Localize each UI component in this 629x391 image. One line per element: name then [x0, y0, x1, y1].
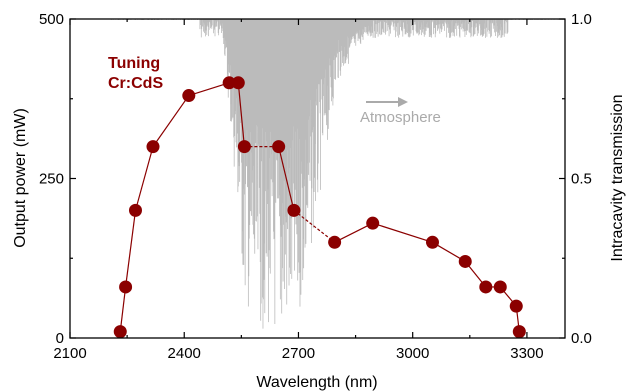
y-tick-label: 500: [39, 11, 64, 28]
x-tick-label: 3300: [510, 345, 543, 362]
data-point: [509, 299, 523, 313]
data-point: [479, 280, 493, 294]
series-segment: [372, 222, 433, 243]
x-tick-label: 2700: [282, 345, 315, 362]
data-point: [287, 203, 301, 217]
series-segment: [152, 95, 190, 147]
annotation-crcds: Cr:CdS: [108, 75, 163, 92]
y2-axis-title: Intracavity transmission: [609, 94, 626, 261]
atmosphere-arrow: [366, 97, 408, 107]
y2-tick-label: 0.5: [571, 171, 592, 188]
data-point: [182, 89, 196, 103]
data-point: [425, 235, 439, 249]
y2-tick-label: 1.0: [571, 11, 592, 28]
data-point: [119, 280, 133, 294]
x-tick-label: 3000: [396, 345, 429, 362]
data-point: [128, 203, 142, 217]
x-tick-label: 2100: [53, 345, 86, 362]
annotation-atmosphere: Atmosphere: [360, 109, 441, 126]
data-point: [512, 325, 526, 339]
data-point: [237, 140, 251, 154]
series-segment: [119, 286, 127, 332]
y-axis-title: Output power (mW): [12, 108, 29, 248]
series-segment: [278, 146, 295, 211]
annotation-tuning: Tuning: [108, 55, 160, 72]
data-point: [222, 76, 236, 90]
y2-tick-label: 0.0: [571, 330, 592, 347]
data-point: [231, 76, 245, 90]
data-point: [366, 216, 380, 230]
y-tick-label: 0: [56, 330, 64, 347]
data-point: [493, 280, 507, 294]
y-tick-label: 250: [39, 171, 64, 188]
series-segment: [334, 222, 373, 243]
data-point: [328, 235, 342, 249]
series-segment: [237, 82, 245, 147]
data-point: [113, 325, 127, 339]
series-segment: [293, 209, 336, 243]
tuning-series: [113, 76, 526, 339]
data-point: [458, 254, 472, 268]
series-segment: [124, 210, 137, 288]
x-axis-title: Wavelength (nm): [256, 374, 377, 391]
series-segment: [134, 146, 154, 211]
series-segment: [188, 82, 230, 97]
data-point: [272, 140, 286, 154]
axes-ticks: 2100 2400 2700 3000 3300 0 250 500 0.0 0.5 1.0: [39, 11, 592, 362]
data-point: [146, 140, 160, 154]
x-tick-label: 2400: [168, 345, 201, 362]
